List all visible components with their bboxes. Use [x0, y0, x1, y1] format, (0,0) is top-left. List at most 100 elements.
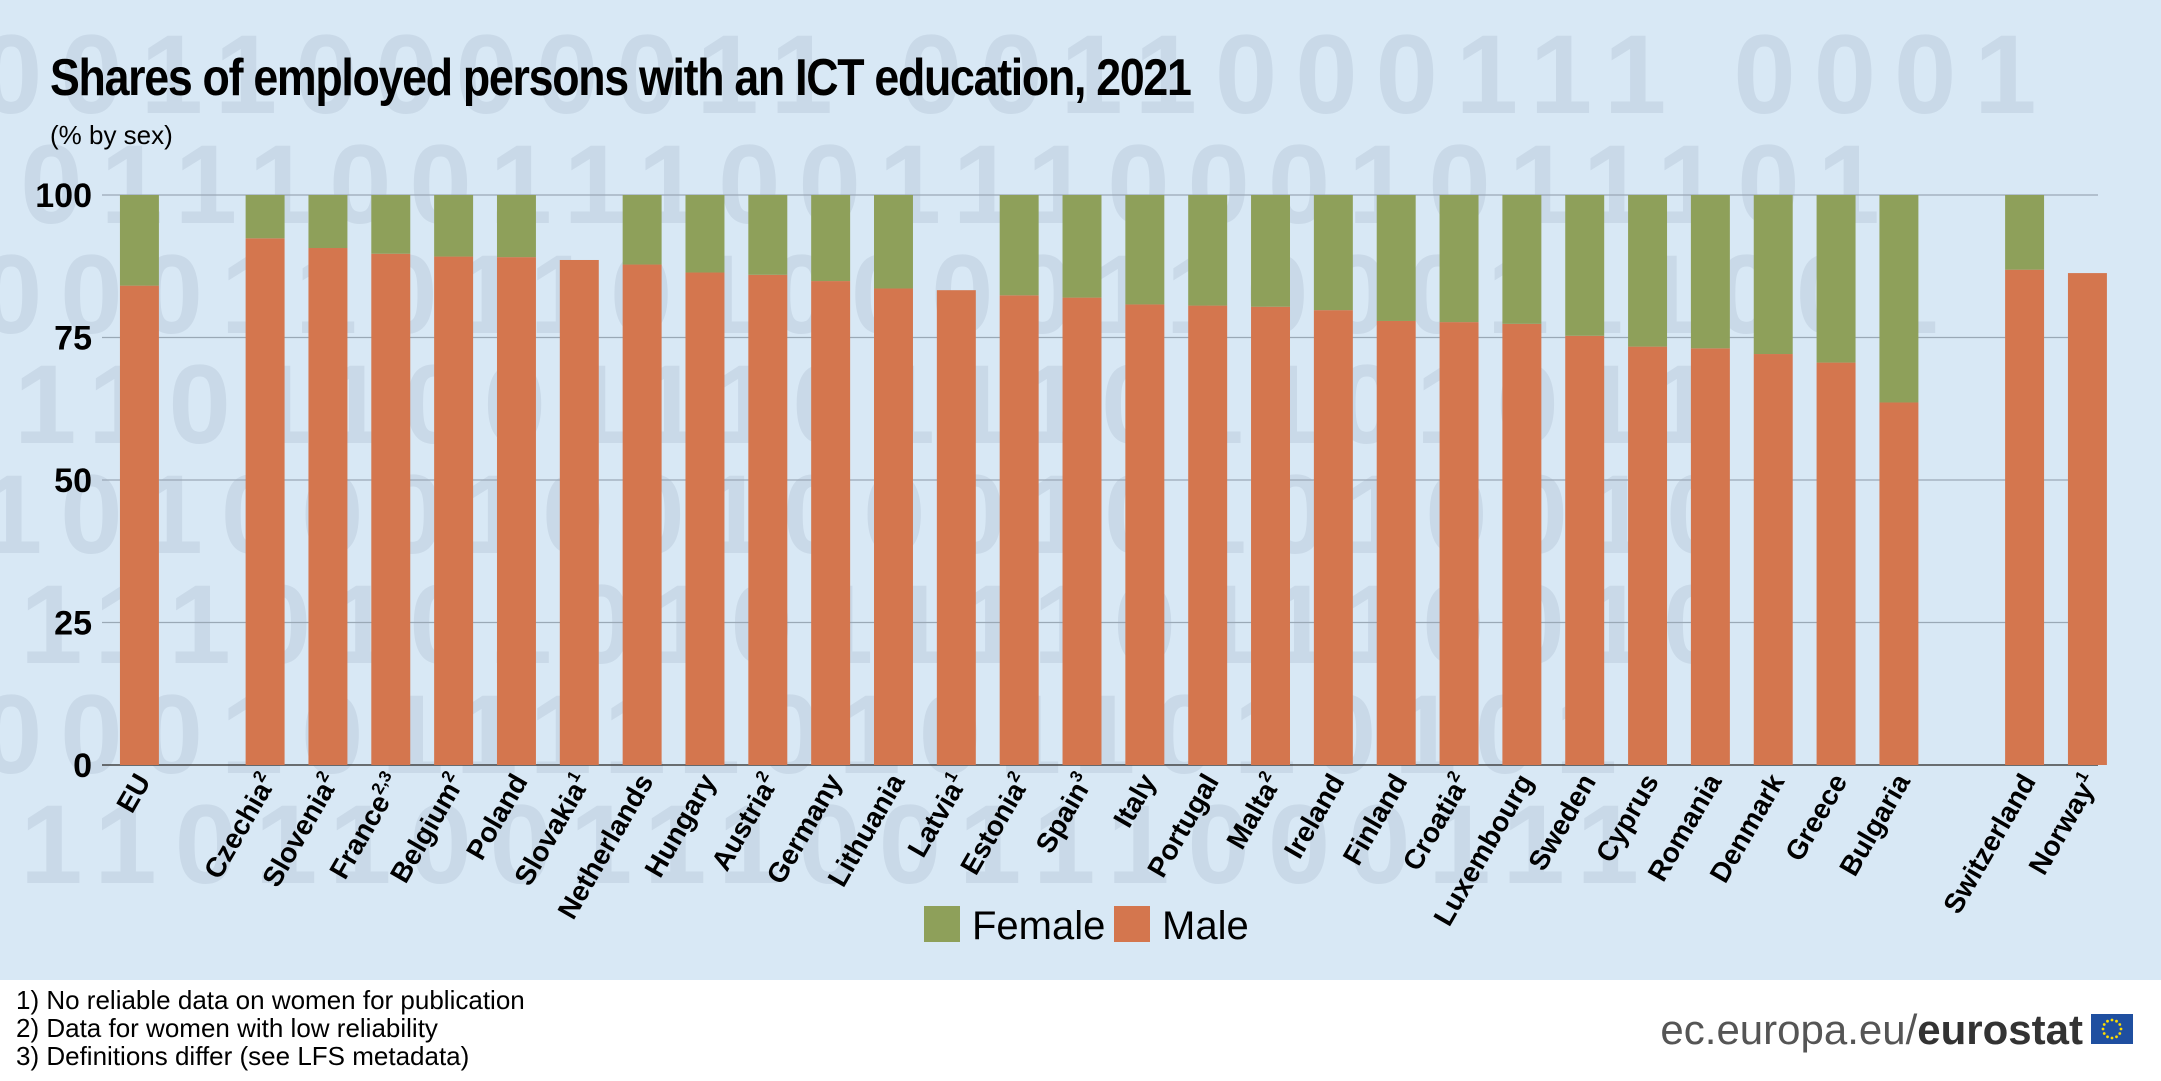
source-credit[interactable]: ec.europa.eu/eurostat: [1660, 1006, 2083, 1054]
bar-female-france: [371, 195, 411, 254]
bar-male-luxembourg: [1502, 323, 1542, 765]
bar-female-spain: [1062, 195, 1102, 298]
footnote-mark: 2: [1443, 768, 1464, 786]
bar-male-belgium: [434, 256, 474, 765]
y-axis: 0 25 50 75 100: [35, 177, 92, 785]
footnote-mark: 2: [1254, 768, 1275, 786]
flag-star: [2115, 1019, 2118, 1023]
bar-female-greece: [1816, 195, 1856, 363]
legend: Female Male: [924, 904, 1249, 948]
flag-star: [2106, 1035, 2109, 1039]
bar-male-portugal: [1188, 305, 1228, 765]
footnote-mark: 2: [312, 768, 333, 786]
footnote-mark: 2: [752, 768, 773, 786]
bar-female-czechia: [245, 195, 285, 239]
bar-female-sweden: [1565, 195, 1605, 336]
flag-star: [2106, 1019, 2109, 1023]
bar-male-bulgaria: [1879, 402, 1919, 765]
flag-star: [2118, 1032, 2122, 1035]
bar-male-eu: [119, 285, 159, 765]
footnote-mark: 1: [940, 768, 961, 786]
legend-label-male: Male: [1162, 904, 1249, 948]
bar-female-bulgaria: [1879, 195, 1919, 403]
bar-male-estonia: [999, 295, 1039, 765]
y-tick-label: 0: [73, 747, 92, 785]
bar-female-denmark: [1753, 195, 1793, 355]
bar-male-czechia: [245, 238, 285, 765]
x-tick-label: Italy: [1107, 768, 1162, 832]
bar-female-italy: [1125, 195, 1165, 305]
bar-male-austria: [748, 274, 788, 765]
x-tick-label: EU: [110, 769, 156, 818]
flag-star: [2110, 1018, 2114, 1022]
bar-male-lithuania: [874, 288, 913, 765]
footnote-mark: 1: [563, 768, 584, 786]
legend-swatch-male: [1114, 906, 1150, 942]
bar-female-belgium: [434, 195, 474, 257]
bar-male-hungary: [685, 272, 725, 765]
source-site: ec.europa.eu/: [1660, 1006, 1918, 1053]
x-tick-label: Estonia2: [952, 768, 1036, 880]
bar-male-spain: [1062, 297, 1102, 765]
bar-male-ireland: [1313, 310, 1353, 765]
footnote-mark: 2: [438, 768, 459, 786]
footnote-mark: 2,3: [368, 768, 396, 798]
x-tick-label: Switzerland: [1937, 768, 2042, 918]
bar-male-sweden: [1565, 335, 1605, 765]
footnote-3: 3) Definitions differ (see LFS metadata): [16, 1041, 470, 1071]
bar-female-croatia: [1439, 195, 1479, 323]
chart-title: Shares of employed persons with an ICT e…: [50, 49, 1192, 107]
bar-male-croatia: [1439, 322, 1479, 765]
y-tick-label: 100: [35, 177, 92, 215]
legend-label-female: Female: [972, 904, 1105, 948]
bar-female-austria: [748, 195, 788, 275]
bar-female-finland: [1376, 195, 1416, 321]
x-tick-label: Malta2: [1219, 768, 1288, 855]
footnote-mark: 3: [1066, 768, 1087, 786]
bar-female-poland: [496, 195, 536, 258]
bar-female-germany: [811, 195, 851, 282]
chart-panel: 00110000011 0011000111 0001 1011100111001…: [0, 0, 2161, 980]
footnote-2: 2) Data for women with low reliability: [16, 1013, 438, 1043]
bar-female-lithuania: [874, 195, 913, 289]
y-tick-label: 75: [54, 320, 92, 358]
x-tick-label: Spain3: [1028, 768, 1099, 859]
bar-male-italy: [1125, 304, 1165, 765]
bars: [119, 195, 2107, 765]
bar-male-malta: [1251, 306, 1291, 765]
bar-female-portugal: [1188, 195, 1228, 306]
bar-female-romania: [1690, 195, 1730, 349]
flag-star: [2118, 1023, 2122, 1026]
bar-male-latvia: [936, 290, 976, 765]
footnote-mark: 2: [1003, 768, 1024, 786]
bar-male-finland: [1376, 320, 1416, 765]
legend-swatch-female: [924, 906, 960, 942]
bar-female-netherlands: [622, 195, 662, 265]
bar-male-switzerland: [2005, 269, 2045, 765]
flag-star: [2110, 1036, 2114, 1040]
bar-male-greece: [1816, 362, 1856, 765]
bar-female-eu: [119, 195, 159, 286]
y-tick-label: 25: [54, 605, 92, 643]
bar-male-cyprus: [1628, 346, 1668, 765]
bar-female-ireland: [1313, 195, 1353, 311]
bar-male-poland: [496, 257, 536, 765]
bar-male-slovenia: [308, 248, 348, 765]
bar-female-luxembourg: [1502, 195, 1542, 324]
footnote-mark: 2: [249, 768, 270, 786]
bar-female-slovenia: [308, 195, 348, 249]
eu-flag-icon: [2091, 1014, 2133, 1044]
bar-male-germany: [811, 281, 851, 765]
bar-female-estonia: [999, 195, 1039, 296]
eurostat-logo-text: eurostat: [1917, 1006, 2083, 1053]
bar-male-slovakia: [559, 259, 599, 765]
flag-star: [2101, 1027, 2105, 1031]
x-tick-label: Belgium2: [382, 768, 471, 888]
bar-male-denmark: [1753, 354, 1793, 765]
footnotes: 1) No reliable data on women for publica…: [16, 986, 525, 1070]
flag-star: [2102, 1032, 2106, 1035]
bar-male-norway: [2067, 273, 2107, 765]
bar-female-hungary: [685, 195, 725, 273]
